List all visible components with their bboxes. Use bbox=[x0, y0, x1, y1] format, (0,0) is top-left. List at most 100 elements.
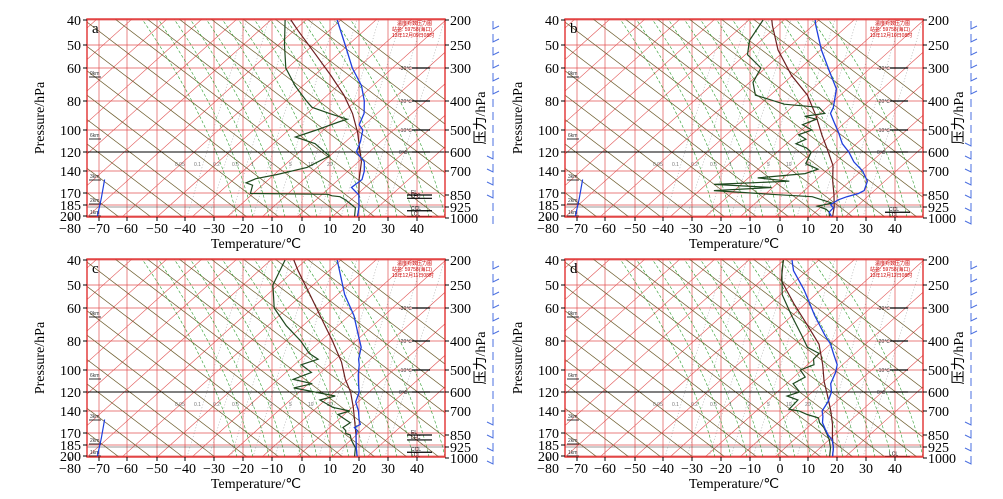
mixing-ratio-label: 0.05 bbox=[175, 402, 185, 408]
x-tick-label: −30 bbox=[681, 222, 703, 237]
mixing-ratio-label: 0.2 bbox=[691, 402, 698, 408]
dry-adiabat-line bbox=[688, 19, 923, 198]
dry-adiabat-line bbox=[146, 19, 408, 217]
isotherm-label: -10℃ bbox=[877, 128, 890, 134]
wind-barb bbox=[486, 164, 494, 173]
panel-label: c bbox=[92, 261, 99, 277]
x-tick-label: −50 bbox=[146, 462, 168, 477]
dry-adiabat-line bbox=[306, 259, 445, 365]
x-tick-label: 20 bbox=[830, 462, 844, 477]
mixing-ratio-label: 5 bbox=[767, 162, 770, 168]
mixing-ratio-label: 2 bbox=[270, 402, 273, 408]
isotherm-line bbox=[87, 19, 168, 92]
dry-adiabat-line bbox=[146, 259, 408, 457]
dry-adiabat-line bbox=[87, 334, 248, 457]
moist-adiabat-line bbox=[253, 259, 350, 457]
isotherm-line bbox=[226, 260, 445, 457]
mixing-ratio-label: 0.1 bbox=[194, 402, 201, 408]
dewpoint-curve bbox=[272, 259, 357, 457]
y-left-axis-title: Pressure/hPa bbox=[511, 321, 526, 394]
moist-adiabat-line bbox=[301, 19, 398, 217]
y-left-tick-label: 100 bbox=[60, 124, 81, 139]
isotherm-line bbox=[87, 259, 238, 395]
level-marker-label: CCL bbox=[411, 447, 421, 453]
height-label: 6km bbox=[568, 373, 577, 379]
moist-adiabat-line bbox=[699, 19, 796, 217]
height-label: 6km bbox=[568, 133, 577, 139]
mixing-ratio-line bbox=[340, 259, 402, 457]
dry-adiabat-line bbox=[784, 19, 923, 125]
y-left-tick-label: 140 bbox=[60, 165, 81, 180]
moist-adiabat-line bbox=[635, 19, 732, 217]
isotherm-line bbox=[261, 51, 445, 217]
isotherm-line bbox=[87, 259, 133, 300]
dry-adiabat-line bbox=[720, 259, 923, 414]
upper-temperature-curve bbox=[96, 419, 106, 457]
y-right-tick-label: 500 bbox=[928, 364, 949, 379]
wind-barb bbox=[970, 261, 978, 270]
dewpoint-curve bbox=[244, 19, 357, 217]
x-tick-label: 20 bbox=[352, 222, 366, 237]
y-left-tick-label: 185 bbox=[60, 439, 81, 454]
mixing-ratio-label: 1 bbox=[729, 402, 732, 408]
isotherm-line bbox=[87, 19, 133, 60]
isotherm-line bbox=[145, 19, 365, 217]
parcel-curve bbox=[771, 19, 835, 217]
moist-adiabat-line bbox=[715, 19, 812, 217]
dry-adiabat-line bbox=[565, 119, 694, 217]
y-right-tick-label: 600 bbox=[928, 146, 949, 161]
dry-adiabat-line bbox=[0, 259, 23, 457]
y-left-tick-label: 170 bbox=[538, 427, 559, 442]
isotherm-label: -30℃ bbox=[399, 66, 412, 72]
y-right-tick-label: 850 bbox=[450, 189, 471, 204]
mixing-ratio-label: 0.05 bbox=[653, 402, 663, 408]
dry-adiabat-line bbox=[656, 259, 918, 457]
height-label: 1km bbox=[568, 450, 577, 456]
legend-time: 13年12月09日08时 bbox=[392, 32, 434, 39]
moist-adiabat-line bbox=[237, 19, 334, 217]
moist-adiabat-line bbox=[317, 259, 414, 457]
x-axis-title: Temperature/℃ bbox=[689, 477, 779, 492]
y-left-tick-label: 140 bbox=[60, 405, 81, 420]
isotherm-line bbox=[844, 146, 923, 217]
isotherm-line bbox=[121, 19, 343, 217]
wind-barb bbox=[486, 443, 494, 452]
y-right-tick-label: 250 bbox=[450, 39, 471, 54]
parcel-curve bbox=[290, 19, 363, 217]
height-label: 2km bbox=[90, 438, 99, 444]
y-left-tick-label: 120 bbox=[60, 386, 81, 401]
x-tick-label: −60 bbox=[116, 222, 138, 237]
y-left-tick-label: 100 bbox=[60, 364, 81, 379]
mixing-ratio-label: 0.1 bbox=[672, 162, 679, 168]
y-left-tick-label: 60 bbox=[67, 302, 81, 317]
isotherm-label: 0℃ bbox=[399, 150, 408, 156]
x-tick-label: 40 bbox=[410, 462, 424, 477]
x-axis-title: Temperature/℃ bbox=[211, 237, 301, 252]
isotherm-line bbox=[844, 386, 923, 457]
wind-barb bbox=[486, 190, 494, 199]
moist-adiabat-line bbox=[667, 19, 764, 217]
height-label: 9km bbox=[568, 311, 577, 317]
isotherm-line bbox=[87, 19, 308, 217]
height-label: 3km bbox=[568, 414, 577, 420]
x-tick-label: −60 bbox=[594, 222, 616, 237]
wind-barb bbox=[964, 456, 972, 465]
x-tick-label: −80 bbox=[537, 222, 559, 237]
dry-adiabat-line bbox=[565, 70, 758, 217]
dry-adiabat-line bbox=[87, 383, 184, 457]
mixing-ratio-line bbox=[296, 259, 358, 457]
isotherm-line bbox=[87, 259, 203, 363]
mixing-ratio-line bbox=[818, 259, 880, 457]
dry-adiabat-line bbox=[565, 21, 822, 217]
x-tick-label: −50 bbox=[146, 222, 168, 237]
moist-adiabat-line bbox=[811, 19, 908, 217]
x-tick-label: −40 bbox=[652, 222, 674, 237]
x-axis-title: Temperature/℃ bbox=[211, 477, 301, 492]
y-right-tick-label: 700 bbox=[928, 165, 949, 180]
height-label: 3km bbox=[568, 174, 577, 180]
y-left-tick-label: 185 bbox=[60, 199, 81, 214]
isotherm-line bbox=[0, 259, 62, 457]
dry-adiabat-line bbox=[592, 19, 854, 217]
mixing-ratio-line bbox=[796, 259, 858, 457]
